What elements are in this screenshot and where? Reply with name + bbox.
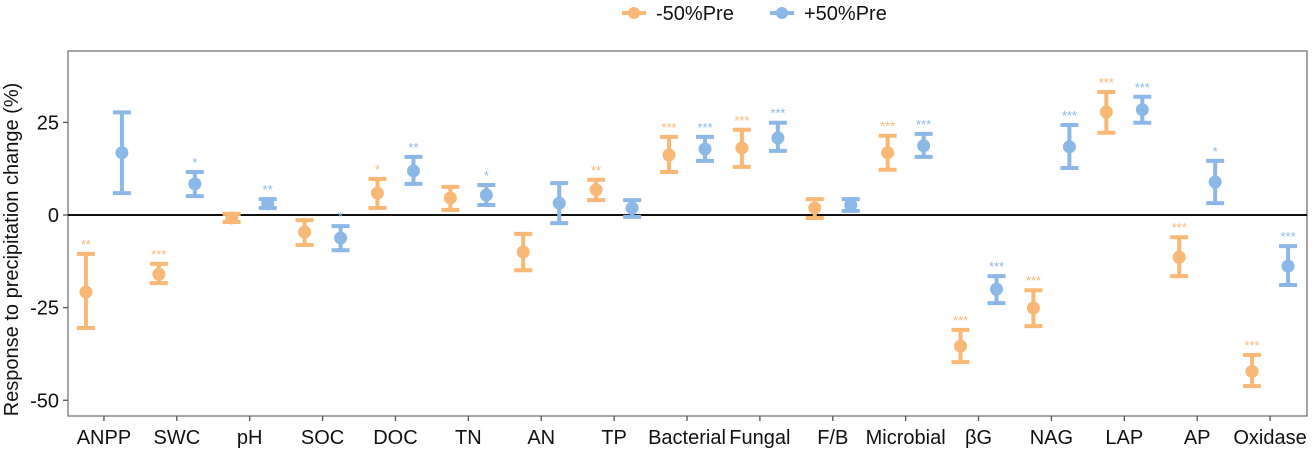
y-axis: -50 -25 0 25 <box>30 112 68 412</box>
data-point <box>990 282 1004 296</box>
significance-label: * <box>1213 144 1218 159</box>
significance-label: *** <box>1172 220 1187 235</box>
x-tick-label: pH <box>237 427 263 449</box>
x-tick-label: DOC <box>373 427 417 449</box>
x-tick-label: Fungal <box>729 427 790 449</box>
significance-label: *** <box>734 113 749 128</box>
x-tick-label: TN <box>455 427 482 449</box>
data-point <box>115 146 129 160</box>
data-point <box>370 186 384 200</box>
plot-frame <box>67 50 1308 417</box>
significance-label: *** <box>1026 273 1041 288</box>
data-point <box>443 191 457 205</box>
series-minus-50-pre: ****** ***** *** ****************** <box>76 75 1262 389</box>
x-axis: ANPP SWC pH SOC DOC TN AN TP Bacterial Fungal F/B M… <box>77 416 1307 449</box>
significance-label: * <box>484 168 489 183</box>
data-point <box>917 139 931 153</box>
significance-label: *** <box>697 120 712 135</box>
significance-label: *** <box>1099 75 1114 90</box>
data-point <box>225 211 239 225</box>
data-point <box>261 197 275 211</box>
y-tick-label: -50 <box>30 390 59 412</box>
significance-label: ** <box>591 163 601 178</box>
legend: -50%Pre +50%Pre <box>622 3 887 25</box>
significance-label: *** <box>661 120 676 135</box>
significance-label: *** <box>770 106 785 121</box>
significance-label: *** <box>916 117 931 132</box>
data-point <box>552 196 566 210</box>
significance-label: ** <box>263 182 273 197</box>
x-tick-label: Microbial <box>866 427 946 449</box>
data-point <box>1099 105 1113 119</box>
data-point <box>844 198 858 212</box>
data-point <box>1245 364 1259 378</box>
significance-label: *** <box>1280 229 1295 244</box>
legend-swatch-point <box>776 7 788 19</box>
significance-label: *** <box>1062 108 1077 123</box>
y-tick-label: 0 <box>48 205 59 227</box>
x-tick-label: SWC <box>153 427 200 449</box>
data-point <box>1062 140 1076 154</box>
data-point <box>808 201 822 215</box>
data-point <box>662 148 676 162</box>
y-axis-title: Response to precipitation change (%) <box>1 83 23 417</box>
data-point <box>735 141 749 155</box>
legend-item: +50%Pre <box>770 3 887 25</box>
significance-label: * <box>192 155 197 170</box>
data-point <box>152 267 166 281</box>
significance-label: *** <box>953 313 968 328</box>
data-point <box>881 146 895 160</box>
significance-label: *** <box>1244 338 1259 353</box>
significance-label: ** <box>408 140 418 155</box>
significance-label: * <box>338 209 343 224</box>
legend-label: +50%Pre <box>804 3 887 25</box>
x-tick-label: Oxidase <box>1233 427 1306 449</box>
data-point <box>516 245 530 259</box>
data-point <box>1026 301 1040 315</box>
data-point <box>298 225 312 239</box>
significance-label: ** <box>81 237 91 252</box>
significance-label: *** <box>1135 80 1150 95</box>
data-point <box>79 285 93 299</box>
data-point <box>771 131 785 145</box>
data-point <box>589 183 603 197</box>
significance-label: *** <box>989 259 1004 274</box>
significance-label: * <box>375 162 380 177</box>
x-tick-label: AN <box>527 427 555 449</box>
data-point <box>954 339 968 353</box>
data-point <box>1135 103 1149 117</box>
data-point <box>1208 175 1222 189</box>
data-point <box>188 177 202 191</box>
data-point <box>625 201 639 215</box>
legend-swatch-point <box>628 7 640 19</box>
data-point <box>1172 250 1186 264</box>
significance-label: *** <box>880 119 895 134</box>
data-point <box>479 188 493 202</box>
significance-label: *** <box>151 247 166 262</box>
y-tick-label: 25 <box>37 112 59 134</box>
series-plus-50-pre: ***************************** <box>112 80 1298 306</box>
x-tick-label: Bacterial <box>648 427 726 449</box>
x-tick-label: SOC <box>301 427 344 449</box>
x-tick-label: F/B <box>817 427 848 449</box>
data-point <box>698 142 712 156</box>
x-tick-label: TP <box>601 427 627 449</box>
legend-label: -50%Pre <box>656 3 734 25</box>
x-tick-label: βG <box>965 427 992 449</box>
data-point <box>406 164 420 178</box>
y-tick-label: -25 <box>30 298 59 320</box>
x-tick-label: LAP <box>1105 427 1143 449</box>
x-tick-label: AP <box>1184 427 1211 449</box>
x-tick-label: NAG <box>1030 427 1073 449</box>
legend-item: -50%Pre <box>622 3 734 25</box>
data-marks: ****** ***** *** **************************… <box>76 75 1298 389</box>
x-tick-label: ANPP <box>77 427 131 449</box>
data-point <box>1281 259 1295 273</box>
data-point <box>334 231 348 245</box>
